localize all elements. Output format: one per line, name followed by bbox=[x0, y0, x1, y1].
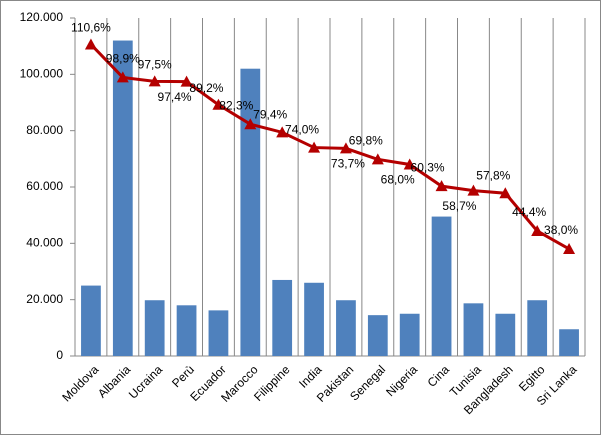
data-label: 98,9% bbox=[106, 52, 140, 66]
marker bbox=[180, 75, 193, 87]
bar bbox=[495, 313, 516, 356]
data-label: 44,4% bbox=[512, 205, 546, 219]
marker bbox=[435, 180, 448, 192]
y-tick-label: 20.000 bbox=[26, 292, 63, 306]
bar bbox=[399, 313, 420, 356]
marker bbox=[467, 184, 480, 196]
y-tick-label: 60.000 bbox=[26, 179, 63, 193]
data-label: 89,2% bbox=[189, 81, 223, 95]
bar bbox=[336, 300, 356, 356]
marker bbox=[563, 242, 576, 254]
y-tick-label: 80.000 bbox=[26, 123, 63, 137]
marker bbox=[148, 75, 161, 87]
marker bbox=[403, 158, 416, 170]
bar bbox=[272, 279, 293, 356]
marker bbox=[244, 118, 257, 130]
marker bbox=[116, 71, 129, 83]
data-label: 79,4% bbox=[253, 108, 287, 122]
marker bbox=[371, 153, 384, 165]
bar bbox=[559, 329, 579, 356]
bar bbox=[367, 315, 388, 356]
data-label: 58,7% bbox=[442, 199, 476, 213]
data-label: 60,3% bbox=[411, 160, 445, 174]
bar bbox=[112, 40, 133, 357]
bar bbox=[463, 303, 484, 356]
bar bbox=[431, 216, 452, 356]
marker bbox=[84, 38, 97, 50]
y-tick-label: 120.000 bbox=[20, 10, 64, 24]
bar bbox=[208, 310, 229, 356]
marker bbox=[308, 141, 321, 153]
bar bbox=[81, 285, 101, 356]
line bbox=[89, 43, 570, 251]
marker bbox=[276, 126, 289, 138]
marker bbox=[531, 224, 544, 236]
y-tick-label: 0 bbox=[56, 348, 63, 362]
data-label: 74,0% bbox=[285, 123, 319, 137]
marker bbox=[339, 142, 352, 154]
bar bbox=[527, 300, 548, 356]
y-tick-label: 100.000 bbox=[20, 67, 64, 81]
bar bbox=[176, 305, 197, 356]
data-label: 57,8% bbox=[476, 168, 510, 182]
bar bbox=[144, 300, 165, 356]
marker bbox=[499, 187, 512, 199]
bar bbox=[304, 282, 324, 356]
data-label: 69,8% bbox=[349, 134, 383, 148]
y-tick-label: 40.000 bbox=[26, 236, 63, 250]
data-label: 38,0% bbox=[544, 223, 578, 237]
data-label: 110,6% bbox=[71, 21, 111, 35]
marker bbox=[212, 98, 225, 110]
data-label: 68,0% bbox=[381, 173, 415, 187]
data-label: 82,3% bbox=[219, 98, 253, 112]
data-label: 97,5% bbox=[138, 58, 172, 72]
data-label: 73,7% bbox=[331, 157, 365, 171]
bar bbox=[240, 68, 261, 356]
data-label: 97,4% bbox=[158, 90, 192, 104]
